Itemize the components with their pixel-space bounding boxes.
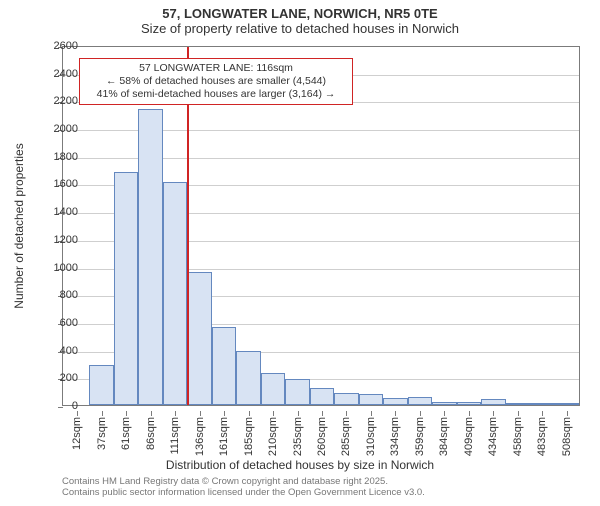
x-tick-mark xyxy=(469,411,470,416)
histogram-bar xyxy=(163,182,187,405)
x-tick-mark xyxy=(102,411,103,416)
x-tick-label: 210sqm xyxy=(267,417,279,456)
histogram-bar xyxy=(359,394,383,405)
x-tick-label: 434sqm xyxy=(487,417,499,456)
footer-attribution: Contains HM Land Registry data © Crown c… xyxy=(62,476,425,499)
histogram-bar xyxy=(285,379,309,405)
x-tick-mark xyxy=(346,411,347,416)
histogram-bar xyxy=(334,393,358,405)
histogram-bar xyxy=(212,327,236,405)
x-tick-mark xyxy=(273,411,274,416)
x-tick-label: 285sqm xyxy=(340,417,352,456)
x-tick-label: 409sqm xyxy=(463,417,475,456)
x-tick-mark xyxy=(518,411,519,416)
y-tick-label: 2600 xyxy=(38,40,78,52)
histogram-bar xyxy=(89,365,113,405)
y-tick-label: 600 xyxy=(38,317,78,329)
y-tick-label: 800 xyxy=(38,289,78,301)
histogram-bar xyxy=(457,402,481,405)
y-tick-label: 1000 xyxy=(38,262,78,274)
x-tick-mark xyxy=(395,411,396,416)
x-axis-title: Distribution of detached houses by size … xyxy=(0,458,600,472)
histogram-bar xyxy=(408,397,432,405)
x-tick-label: 111sqm xyxy=(169,417,181,455)
histogram-bar xyxy=(383,398,407,405)
x-tick-mark xyxy=(542,411,543,416)
annotation-line-1: 57 LONGWATER LANE: 116sqm xyxy=(86,62,346,75)
x-tick-label: 185sqm xyxy=(243,417,255,456)
histogram-bar xyxy=(481,399,505,405)
x-tick-label: 483sqm xyxy=(536,417,548,456)
annotation-line-2: ← 58% of detached houses are smaller (4,… xyxy=(86,75,346,88)
x-tick-label: 61sqm xyxy=(120,417,132,450)
x-tick-label: 86sqm xyxy=(145,417,157,450)
chart-area: 12sqm37sqm61sqm86sqm111sqm136sqm161sqm18… xyxy=(62,46,580,406)
y-tick-label: 2000 xyxy=(38,123,78,135)
x-tick-mark xyxy=(567,411,568,416)
x-tick-label: 235sqm xyxy=(292,417,304,456)
histogram-bar xyxy=(506,403,530,405)
y-tick-label: 2200 xyxy=(38,95,78,107)
chart-title-2: Size of property relative to detached ho… xyxy=(0,21,600,36)
y-tick-label: 1200 xyxy=(38,234,78,246)
footer-line-2: Contains public sector information licen… xyxy=(62,487,425,498)
x-tick-label: 260sqm xyxy=(316,417,328,456)
x-tick-mark xyxy=(371,411,372,416)
histogram-bar xyxy=(530,403,554,405)
x-tick-mark xyxy=(151,411,152,416)
y-tick-label: 0 xyxy=(38,400,78,412)
histogram-bar xyxy=(261,373,285,405)
y-tick-label: 2400 xyxy=(38,68,78,80)
y-tick-label: 1600 xyxy=(38,178,78,190)
plot-area: 12sqm37sqm61sqm86sqm111sqm136sqm161sqm18… xyxy=(62,46,580,406)
histogram-bar xyxy=(555,403,579,405)
x-tick-label: 334sqm xyxy=(389,417,401,456)
x-tick-mark xyxy=(224,411,225,416)
histogram-bar xyxy=(236,351,260,405)
x-tick-mark xyxy=(175,411,176,416)
footer-line-1: Contains HM Land Registry data © Crown c… xyxy=(62,476,425,487)
x-tick-mark xyxy=(126,411,127,416)
x-tick-label: 359sqm xyxy=(414,417,426,456)
y-tick-label: 1800 xyxy=(38,151,78,163)
x-tick-label: 136sqm xyxy=(194,417,206,456)
histogram-bar xyxy=(138,109,162,405)
x-tick-mark xyxy=(249,411,250,416)
x-tick-mark xyxy=(200,411,201,416)
x-tick-label: 161sqm xyxy=(218,417,230,456)
histogram-bar xyxy=(114,172,138,405)
x-tick-mark xyxy=(444,411,445,416)
histogram-bar xyxy=(432,402,456,405)
histogram-bar xyxy=(310,388,334,405)
histogram-bar xyxy=(187,272,211,405)
chart-title-1: 57, LONGWATER LANE, NORWICH, NR5 0TE xyxy=(0,6,600,21)
annotation-box: 57 LONGWATER LANE: 116sqm← 58% of detach… xyxy=(79,58,353,105)
x-tick-label: 508sqm xyxy=(561,417,573,456)
x-tick-label: 310sqm xyxy=(365,417,377,456)
x-tick-mark xyxy=(322,411,323,416)
annotation-line-3: 41% of semi-detached houses are larger (… xyxy=(86,88,346,101)
y-tick-label: 200 xyxy=(38,372,78,384)
y-tick-label: 1400 xyxy=(38,206,78,218)
x-tick-label: 384sqm xyxy=(438,417,450,456)
x-tick-label: 12sqm xyxy=(71,417,83,450)
y-axis-title: Number of detached properties xyxy=(12,143,26,308)
x-tick-mark xyxy=(298,411,299,416)
x-tick-mark xyxy=(493,411,494,416)
y-tick-label: 400 xyxy=(38,345,78,357)
x-tick-label: 458sqm xyxy=(512,417,524,456)
x-tick-mark xyxy=(420,411,421,416)
x-tick-label: 37sqm xyxy=(96,417,108,450)
